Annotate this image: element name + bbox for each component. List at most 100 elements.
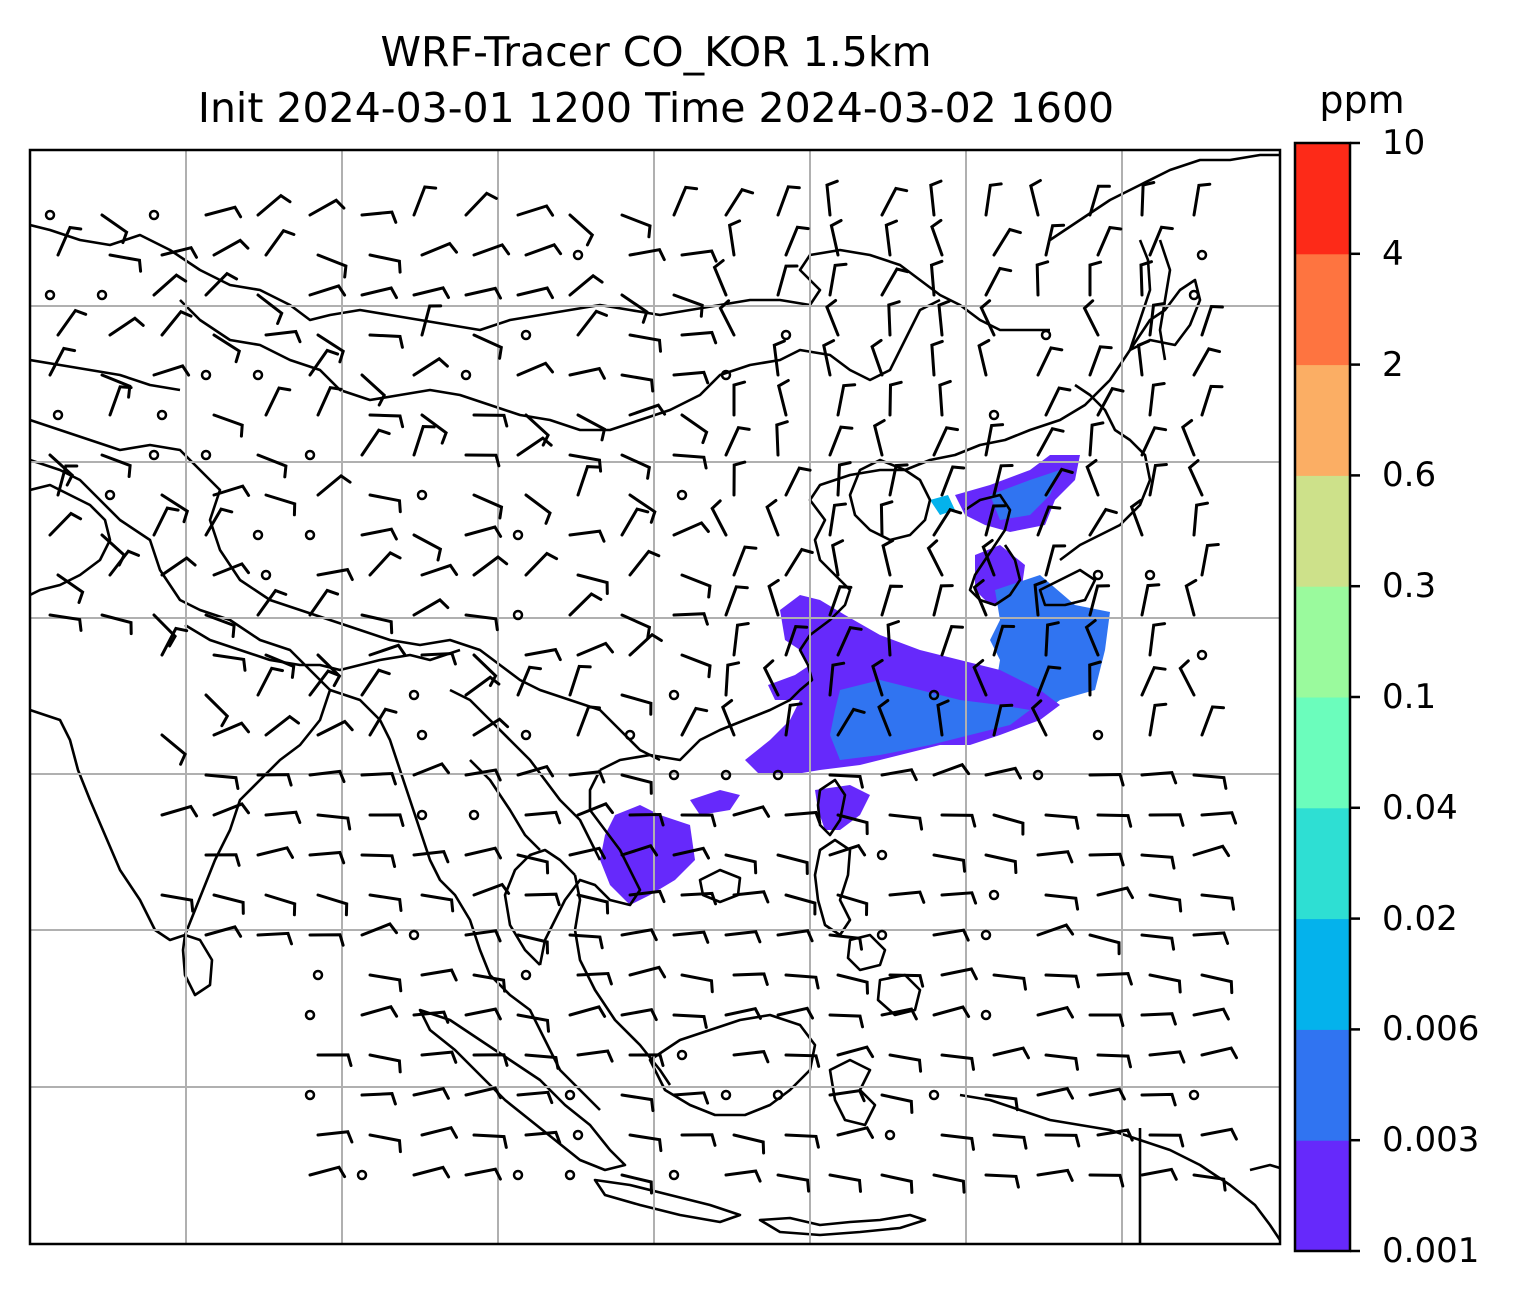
wind-barb — [264, 493, 297, 517]
coastline-new-guinea — [959, 1093, 1280, 1241]
wind-barb — [992, 624, 1016, 657]
wind-barb — [836, 813, 869, 836]
coastline-arabian — [30, 483, 112, 597]
wind-barb — [828, 262, 848, 297]
wind-barb — [576, 893, 610, 915]
coastline-burma — [329, 688, 601, 1111]
wind-barb — [1035, 260, 1050, 297]
wind-barb — [1044, 813, 1080, 830]
wind-barb — [828, 661, 846, 697]
wind-barb — [887, 300, 901, 337]
wind-barb — [1096, 886, 1134, 900]
wind-barb — [264, 386, 292, 417]
wind-barb — [568, 529, 606, 543]
wind-barb — [1044, 467, 1074, 497]
wind-barb — [412, 1165, 451, 1179]
wind-barb — [516, 764, 555, 778]
wind-barb — [516, 665, 542, 697]
wind-barb — [212, 562, 250, 577]
wind-barb — [212, 893, 245, 915]
wind-barb — [1200, 973, 1234, 995]
wind-barb — [160, 309, 193, 337]
wind-barb — [628, 889, 666, 904]
wind-barb — [472, 1133, 508, 1149]
wind-barb — [1200, 543, 1220, 577]
wind-barb — [1192, 347, 1221, 377]
wind-barb — [568, 273, 604, 297]
wind-barb — [680, 573, 712, 599]
calm-wind-circle — [260, 569, 272, 581]
colorbar-tick-label: 4 — [1382, 233, 1404, 274]
wind-barb — [680, 653, 712, 679]
wind-barb — [464, 846, 502, 860]
colorbar-segment — [1295, 1029, 1350, 1141]
wind-barb — [1148, 1050, 1186, 1064]
wind-barb — [1088, 933, 1121, 956]
calm-wind-circle — [772, 769, 784, 781]
wind-barb — [732, 805, 771, 818]
wind-barb — [672, 1091, 710, 1105]
wind-barb — [775, 420, 789, 457]
coastline-philippines-visayas — [846, 933, 887, 972]
wind-barb — [984, 766, 1022, 780]
wind-barb — [368, 551, 402, 577]
wind-barb — [152, 506, 180, 537]
wind-barb — [368, 1133, 402, 1154]
map-content — [30, 150, 1280, 1244]
wind-barb — [316, 813, 352, 831]
calm-wind-circle — [520, 729, 532, 741]
calm-wind-circle — [668, 769, 680, 781]
wind-barb — [568, 1005, 607, 1018]
wind-barb — [1140, 583, 1161, 617]
wind-barb — [680, 973, 714, 994]
wind-barb — [776, 185, 801, 217]
wind-barb — [576, 573, 609, 595]
calm-wind-circle — [1032, 769, 1044, 781]
wind-barb — [1184, 578, 1198, 617]
wind-barb — [524, 810, 562, 825]
wind-barb — [732, 1133, 766, 1155]
calm-wind-circle — [304, 1009, 316, 1021]
calm-wind-circle — [520, 329, 532, 341]
wind-barb — [620, 693, 653, 716]
calm-wind-circle — [148, 449, 160, 461]
calm-wind-circle — [1196, 249, 1208, 261]
wind-barb — [1140, 771, 1178, 785]
wind-barb — [420, 968, 458, 982]
wind-barb — [568, 213, 595, 247]
tracer-plume — [600, 455, 1110, 905]
wind-barb — [1096, 1053, 1132, 1069]
wind-barb — [828, 502, 847, 537]
wind-barb — [940, 891, 978, 905]
wind-barb — [784, 893, 817, 916]
tracer-plume-trail — [690, 790, 740, 815]
wind-barb — [56, 464, 79, 497]
wind-barb — [420, 413, 448, 445]
wind-barb — [264, 653, 296, 679]
wind-barb — [672, 612, 709, 626]
wind-barb — [464, 525, 503, 538]
wind-barb — [1148, 1133, 1185, 1148]
wind-barb — [872, 419, 886, 457]
wind-barb — [932, 1173, 966, 1194]
calm-wind-circle — [304, 529, 316, 541]
wind-barb — [264, 714, 300, 737]
wind-barb — [880, 1173, 914, 1194]
calm-wind-circle — [512, 529, 524, 541]
wind-barb — [160, 493, 190, 524]
wind-barb — [256, 931, 293, 946]
wind-barb — [1192, 844, 1231, 858]
wind-barb — [420, 893, 455, 913]
wind-barb — [316, 253, 348, 279]
wind-barb — [932, 928, 970, 942]
wind-barb — [1178, 659, 1196, 697]
wind-barb — [880, 1093, 914, 1114]
calm-wind-circle — [772, 1089, 784, 1101]
calm-wind-circle — [356, 1169, 368, 1181]
wind-barb — [772, 339, 786, 377]
wind-barb — [828, 1089, 866, 1103]
wind-barb — [1148, 702, 1168, 737]
wind-barb — [880, 1007, 918, 1021]
wind-barb — [48, 346, 77, 377]
